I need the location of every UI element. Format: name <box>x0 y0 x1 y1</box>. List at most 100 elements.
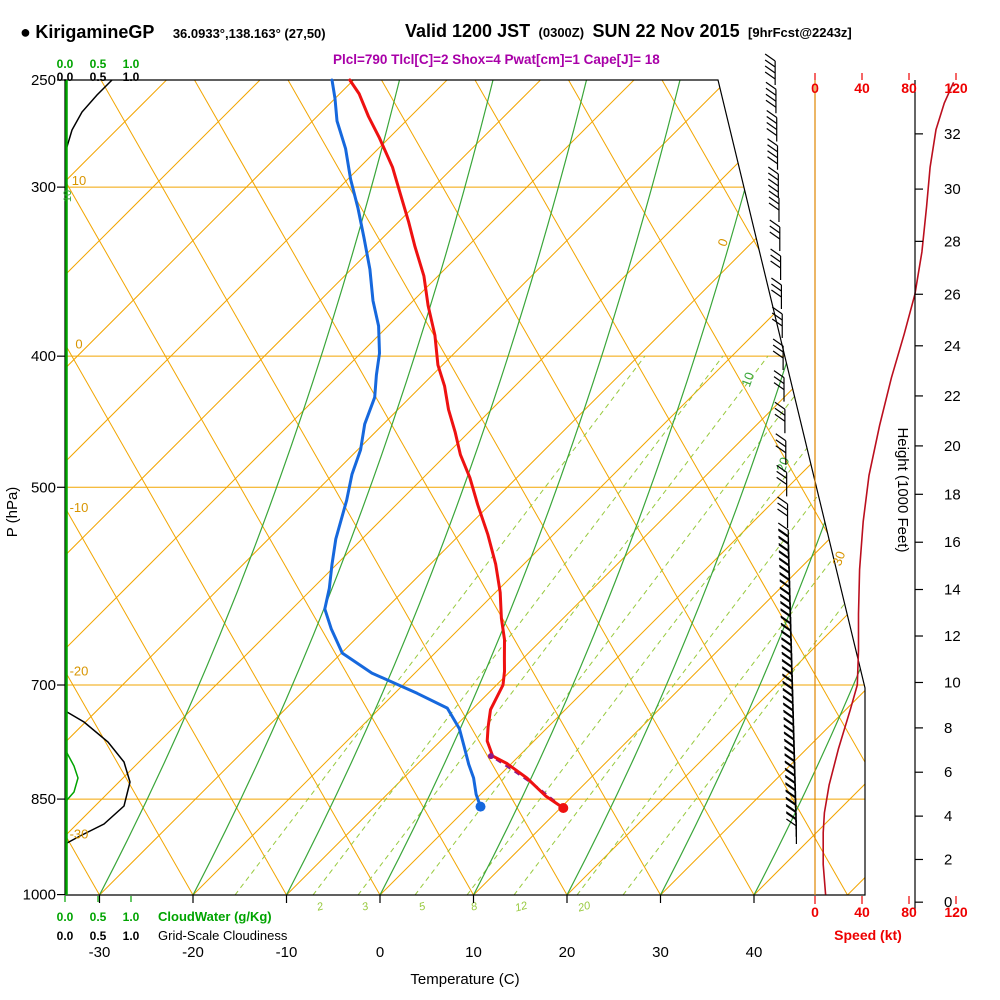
svg-text:80: 80 <box>901 80 917 96</box>
svg-text:18: 18 <box>944 486 961 503</box>
valid-time-main: Valid 1200 JST <box>405 21 531 41</box>
svg-text:2: 2 <box>944 851 952 868</box>
svg-text:40: 40 <box>854 80 870 96</box>
valid-time-z: (0300Z) <box>538 25 585 40</box>
svg-text:28: 28 <box>944 233 961 250</box>
svg-text:Grid-Scale Cloudiness: Grid-Scale Cloudiness <box>158 928 288 943</box>
svg-text:6: 6 <box>944 764 952 781</box>
skew-grid <box>65 80 865 895</box>
svg-text:5: 5 <box>418 900 428 913</box>
svg-text:-30: -30 <box>70 827 89 842</box>
svg-text:300: 300 <box>31 179 56 196</box>
svg-text:40: 40 <box>746 944 763 961</box>
svg-text:12: 12 <box>944 628 961 645</box>
svg-text:14: 14 <box>944 582 961 599</box>
svg-text:10: 10 <box>944 674 961 691</box>
svg-text:0.5: 0.5 <box>90 929 107 943</box>
svg-text:-30: -30 <box>89 944 111 961</box>
svg-text:700: 700 <box>31 677 56 694</box>
forecast-hour: [9hrFcst@2243z] <box>748 25 852 40</box>
svg-text:10: 10 <box>738 370 757 389</box>
wind-speed-profile <box>822 81 955 895</box>
svg-text:1000: 1000 <box>23 887 56 904</box>
svg-text:0: 0 <box>811 80 819 96</box>
svg-text:120: 120 <box>944 80 968 96</box>
svg-text:1.0: 1.0 <box>123 57 140 71</box>
svg-text:0.5: 0.5 <box>90 70 107 84</box>
svg-text:P (hPa): P (hPa) <box>4 487 21 538</box>
svg-text:12: 12 <box>514 900 529 915</box>
temperature-trace <box>348 78 565 810</box>
svg-text:20: 20 <box>559 944 576 961</box>
svg-text:0.5: 0.5 <box>90 910 107 924</box>
svg-text:8: 8 <box>470 900 480 913</box>
svg-text:24: 24 <box>944 338 961 355</box>
svg-text:0: 0 <box>75 336 82 351</box>
svg-text:500: 500 <box>31 479 56 496</box>
svg-text:16: 16 <box>944 534 961 551</box>
cloudiness-profile-top <box>65 79 113 151</box>
svg-text:20: 20 <box>773 455 792 474</box>
mixing-ratio-lines <box>234 355 865 895</box>
svg-text:0: 0 <box>811 904 819 920</box>
svg-text:-10: -10 <box>276 944 298 961</box>
wind-barbs <box>764 53 797 844</box>
dewpoint-trace <box>323 78 482 809</box>
svg-text:1.0: 1.0 <box>123 70 140 84</box>
svg-text:8: 8 <box>944 720 952 737</box>
svg-text:30: 30 <box>652 944 669 961</box>
svg-text:26: 26 <box>944 286 961 303</box>
svg-text:0: 0 <box>714 236 731 248</box>
svg-text:0: 0 <box>376 944 384 961</box>
lcl-marker <box>487 753 494 760</box>
svg-text:3: 3 <box>361 900 371 913</box>
svg-text:80: 80 <box>901 904 917 920</box>
station-coords: 36.0933°,138.163° (27,50) <box>172 26 326 41</box>
stability-params: Plcl=790 Tlcl[C]=2 Shox=4 Pwat[cm]=1 Cap… <box>333 52 660 67</box>
svg-text:4: 4 <box>944 808 952 825</box>
surface-temp-marker <box>558 803 569 814</box>
svg-text:30: 30 <box>829 549 848 568</box>
svg-text:850: 850 <box>31 791 56 808</box>
svg-text:0.0: 0.0 <box>57 910 74 924</box>
svg-text:250: 250 <box>31 72 56 89</box>
svg-text:0.5: 0.5 <box>90 57 107 71</box>
svg-text:2: 2 <box>315 901 325 914</box>
svg-text:CloudWater (g/Kg): CloudWater (g/Kg) <box>158 909 272 924</box>
svg-text:-20: -20 <box>70 663 89 678</box>
svg-text:10: 10 <box>465 944 482 961</box>
station-marker-icon: ● <box>20 22 31 42</box>
svg-text:10: 10 <box>72 173 86 188</box>
plot-border <box>64 79 866 896</box>
svg-text:30: 30 <box>944 181 961 198</box>
svg-text:0.0: 0.0 <box>57 929 74 943</box>
svg-text:22: 22 <box>944 388 961 405</box>
svg-text:1.0: 1.0 <box>123 929 140 943</box>
mixing-ratio-labels: 2 3 5 8 12 20 <box>315 899 593 914</box>
svg-text:20: 20 <box>944 438 961 455</box>
svg-text:Temperature (C): Temperature (C) <box>410 971 519 988</box>
svg-text:Height (1000 Feet): Height (1000 Feet) <box>894 427 911 552</box>
adiabat-labels: 10 0 -10 -20 -30 0 10 20 30 10 <box>62 173 848 842</box>
svg-text:0.0: 0.0 <box>57 57 74 71</box>
valid-date: SUN 22 Nov 2015 <box>592 21 740 41</box>
cloudwater-profile <box>66 752 79 801</box>
svg-text:40: 40 <box>854 904 870 920</box>
svg-text:-10: -10 <box>70 500 89 515</box>
svg-text:-20: -20 <box>182 944 204 961</box>
station-header: ● KirigamineGP 36.0933°,138.163° (27,50) <box>20 22 330 43</box>
surface-dewpoint-marker <box>475 801 486 812</box>
svg-text:120: 120 <box>944 904 968 920</box>
svg-text:400: 400 <box>31 348 56 365</box>
svg-text:1.0: 1.0 <box>123 910 140 924</box>
svg-text:0.0: 0.0 <box>57 70 74 84</box>
svg-text:10: 10 <box>62 190 74 202</box>
svg-text:Speed (kt): Speed (kt) <box>834 927 902 943</box>
svg-text:32: 32 <box>944 126 961 143</box>
svg-text:0: 0 <box>944 894 952 911</box>
grid-scale-cloudiness-profile <box>66 711 131 844</box>
svg-text:20: 20 <box>576 899 593 914</box>
